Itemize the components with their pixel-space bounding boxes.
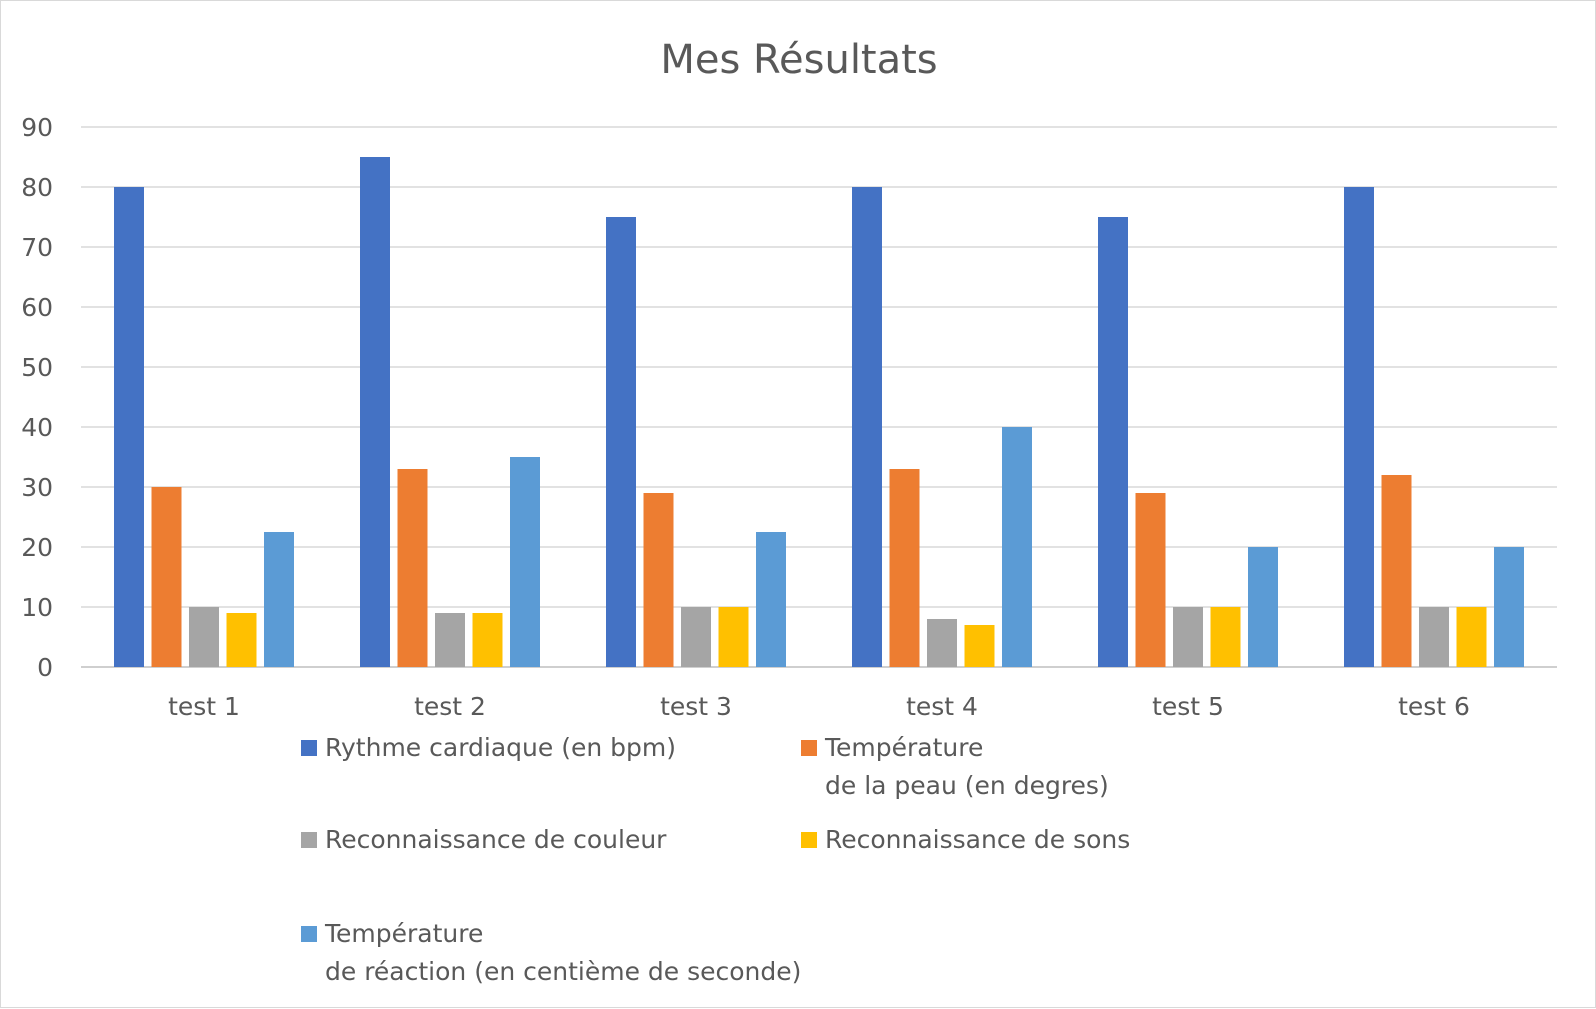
gridlines <box>81 126 1557 668</box>
x-tick-label: test 2 <box>414 692 486 721</box>
legend-item-heart-rate: Rythme cardiaque (en bpm) <box>301 729 676 767</box>
bar <box>472 613 503 667</box>
legend-label-skin-temperature: Température de la peau (en degres) <box>825 733 1109 800</box>
y-tick-label: 80 <box>21 173 53 202</box>
legend-swatch-skin-temperature <box>801 740 817 756</box>
legend-label-heart-rate: Rythme cardiaque (en bpm) <box>325 733 676 762</box>
legend-swatch-sound-recognition <box>801 832 817 848</box>
bar <box>397 469 428 667</box>
bar <box>756 532 786 667</box>
bar <box>1098 217 1128 667</box>
bar <box>189 607 219 667</box>
bar <box>1381 475 1412 667</box>
legend-label-color-recognition: Reconnaissance de couleur <box>325 825 667 854</box>
bar <box>510 457 540 667</box>
y-tick-label: 50 <box>21 353 53 382</box>
bar <box>1344 187 1374 667</box>
y-tick-label: 0 <box>37 653 53 682</box>
bar <box>1456 607 1487 667</box>
bar <box>360 157 390 667</box>
bar <box>852 187 882 667</box>
bar <box>889 469 920 667</box>
bar <box>435 613 465 667</box>
y-tick-label: 90 <box>21 113 53 142</box>
x-tick-label: test 4 <box>906 692 978 721</box>
y-axis: 0 10 20 30 40 50 60 70 80 90 <box>21 113 53 682</box>
legend-label-reaction-time: Température de réaction (en centième de … <box>325 919 802 986</box>
bar <box>1173 607 1203 667</box>
legend-label-sound-recognition: Reconnaissance de sons <box>825 825 1131 854</box>
bar <box>264 532 294 667</box>
y-tick-label: 70 <box>21 233 53 262</box>
bar <box>1419 607 1449 667</box>
y-tick-label: 40 <box>21 413 53 442</box>
y-tick-label: 20 <box>21 533 53 562</box>
bar <box>606 217 636 667</box>
y-tick-label: 10 <box>21 593 53 622</box>
bars <box>114 157 1524 667</box>
bar <box>226 613 257 667</box>
bar <box>964 625 995 667</box>
bar <box>1248 547 1278 667</box>
bar <box>114 187 144 667</box>
legend-swatch-reaction-time <box>301 926 317 942</box>
legend-item-color-recognition: Reconnaissance de couleur <box>301 821 666 859</box>
legend-swatch-color-recognition <box>301 832 317 848</box>
bar <box>1002 427 1032 667</box>
bar <box>927 619 957 667</box>
x-tick-label: test 1 <box>168 692 240 721</box>
legend-item-reaction-time: Température de réaction (en centième de … <box>301 915 801 991</box>
legend-item-sound-recognition: Reconnaissance de sons <box>801 821 1130 859</box>
chart-title: Mes Résultats <box>660 37 937 83</box>
x-axis: test 1 test 2 test 3 test 4 test 5 test 6 <box>168 692 1470 721</box>
legend-item-skin-temperature: Température de la peau (en degres) <box>801 729 1109 805</box>
bar <box>1494 547 1524 667</box>
bar <box>1210 607 1241 667</box>
bar <box>718 607 749 667</box>
x-tick-label: test 6 <box>1398 692 1470 721</box>
x-tick-label: test 5 <box>1152 692 1224 721</box>
bar <box>1135 493 1166 667</box>
bar <box>643 493 674 667</box>
bar <box>151 487 182 667</box>
x-tick-label: test 3 <box>660 692 732 721</box>
y-tick-label: 30 <box>21 473 53 502</box>
y-tick-label: 60 <box>21 293 53 322</box>
bar <box>681 607 711 667</box>
legend-swatch-heart-rate <box>301 740 317 756</box>
